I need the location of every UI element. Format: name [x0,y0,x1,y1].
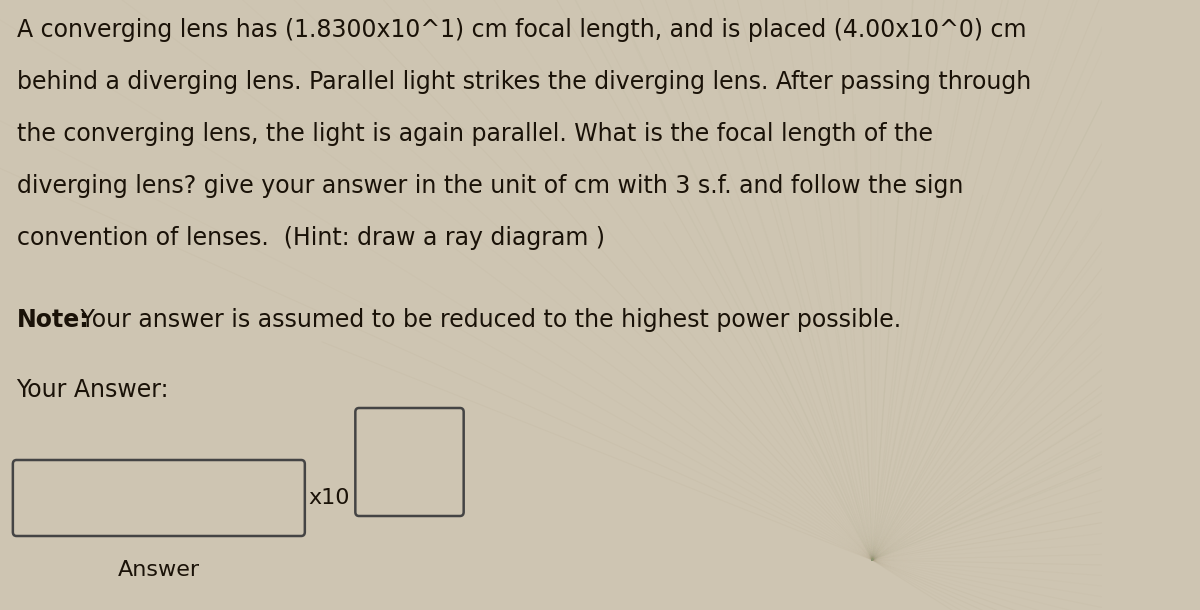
Text: diverging lens? give your answer in the unit of cm with 3 s.f. and follow the si: diverging lens? give your answer in the … [17,174,962,198]
Text: the converging lens, the light is again parallel. What is the focal length of th: the converging lens, the light is again … [17,122,932,146]
Text: Your Answer:: Your Answer: [17,378,169,402]
Text: convention of lenses.  (Hint: draw a ray diagram ): convention of lenses. (Hint: draw a ray … [17,226,605,250]
Text: Answer: Answer [118,560,200,580]
Text: Note:: Note: [17,308,89,332]
Text: A converging lens has (1.8300x10^1) cm focal length, and is placed (4.00x10^0) c: A converging lens has (1.8300x10^1) cm f… [17,18,1026,42]
Text: Your answer is assumed to be reduced to the highest power possible.: Your answer is assumed to be reduced to … [73,308,901,332]
Text: x10: x10 [308,488,350,508]
Text: behind a diverging lens. Parallel light strikes the diverging lens. After passin: behind a diverging lens. Parallel light … [17,70,1031,94]
